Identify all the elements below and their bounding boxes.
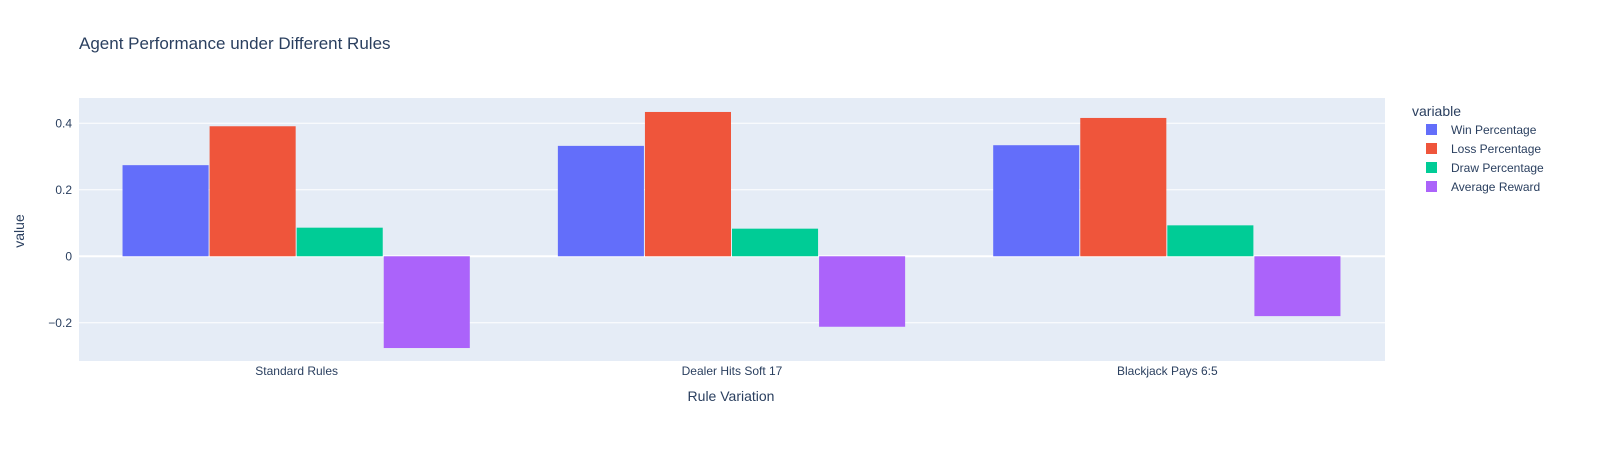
x-tick-label: Standard Rules [255,364,338,378]
legend-label: Win Percentage [1451,123,1537,137]
bar-draw-percentage[interactable] [732,228,819,257]
legend-swatch [1426,181,1437,192]
x-tick-label: Dealer Hits Soft 17 [682,364,783,378]
x-tick-label: Blackjack Pays 6:5 [1117,364,1218,378]
legend-item[interactable]: Draw Percentage [1426,161,1544,175]
y-tick-label: 0.4 [55,116,72,130]
legend-label: Loss Percentage [1451,142,1541,156]
bar-average-reward[interactable] [383,256,470,349]
y-tick-label: −0.2 [48,316,72,330]
legend-swatch [1426,143,1437,154]
bar-average-reward[interactable] [1254,256,1341,317]
bars [122,111,1341,349]
legend[interactable]: variable Win Percentage Loss Percentage Dr… [1412,103,1544,194]
bar-loss-percentage[interactable] [209,126,296,257]
legend-label: Draw Percentage [1451,161,1544,175]
bar-average-reward[interactable] [819,256,906,327]
legend-swatch [1426,162,1437,173]
y-axis-title: value [11,214,27,248]
x-axis-title: Rule Variation [688,388,775,404]
bar-draw-percentage[interactable] [1167,225,1254,257]
legend-title: variable [1412,103,1461,119]
chart-title: Agent Performance under Different Rules [79,34,391,53]
legend-item[interactable]: Win Percentage [1426,123,1537,137]
legend-item[interactable]: Loss Percentage [1426,142,1541,156]
bar-draw-percentage[interactable] [296,227,383,257]
x-axis-ticks: Standard Rules Dealer Hits Soft 17 Blackja… [255,364,1218,378]
bar-win-percentage[interactable] [122,165,209,257]
legend-swatch [1426,124,1437,135]
y-axis-ticks: 0.4 0.2 0 −0.2 [48,116,72,329]
bar-win-percentage[interactable] [557,145,644,257]
legend-item[interactable]: Average Reward [1426,180,1540,194]
bar-loss-percentage[interactable] [1080,117,1167,257]
y-tick-label: 0 [65,249,72,263]
legend-label: Average Reward [1451,180,1540,194]
bar-win-percentage[interactable] [993,145,1080,257]
y-tick-label: 0.2 [55,183,72,197]
bar-loss-percentage[interactable] [644,111,731,257]
